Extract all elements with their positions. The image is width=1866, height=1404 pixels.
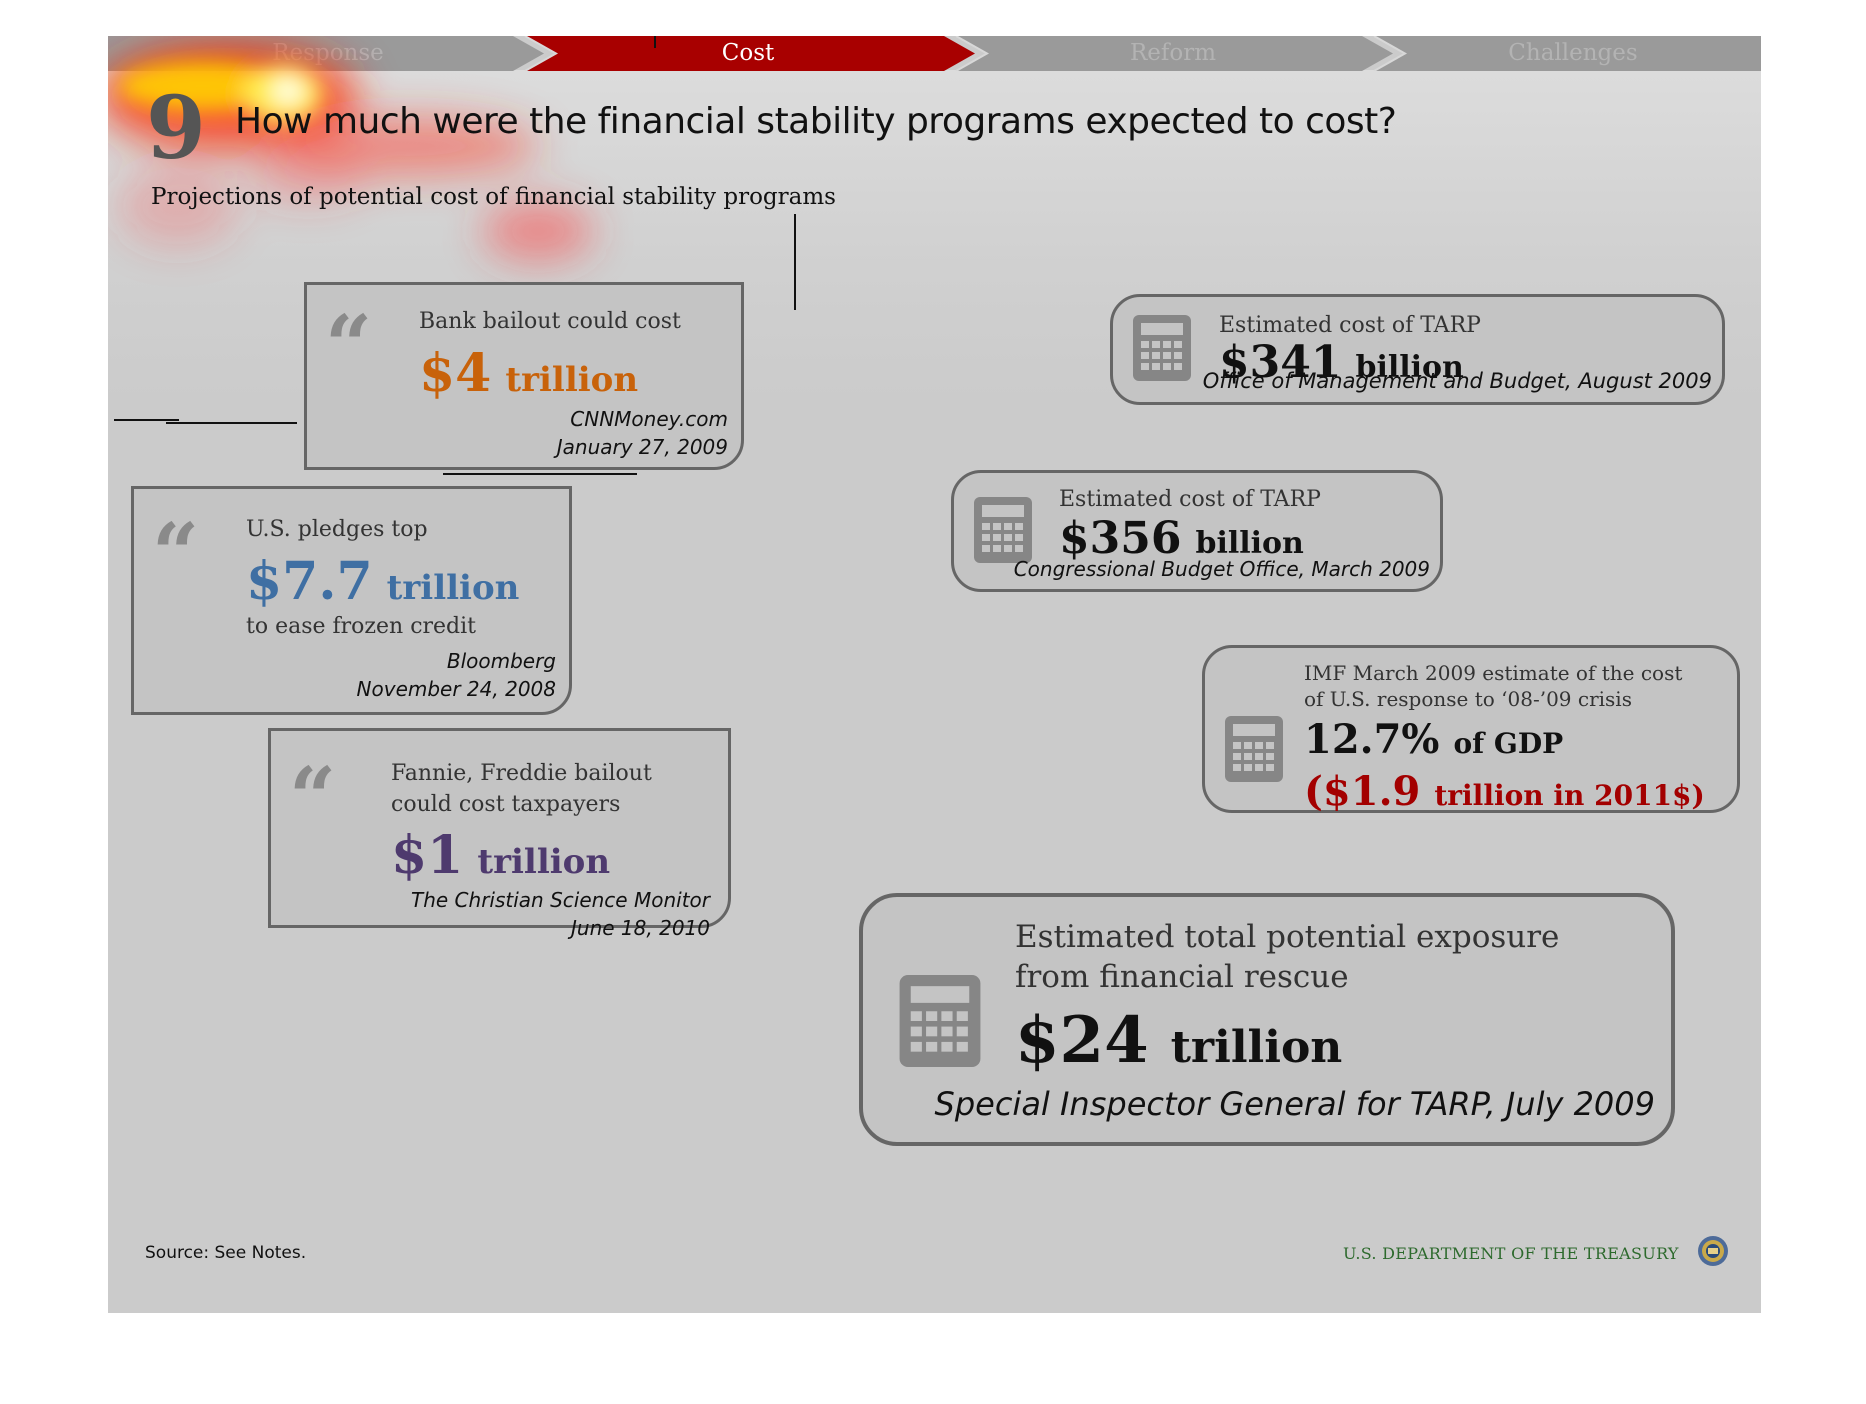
estimate-amount: $356 billion	[1059, 513, 1304, 564]
calculator-icon	[1225, 716, 1283, 782]
quote-amount: $7.7 trillion	[246, 551, 519, 612]
amount-value: $7.7	[246, 551, 373, 612]
estimate-source: Special Inspector General for TARP, July…	[934, 1085, 1655, 1123]
amount-unit: trillion	[386, 568, 520, 608]
divider-line	[794, 214, 796, 310]
nav-segment-reform	[956, 36, 1393, 71]
amount-unit: billion	[1195, 526, 1304, 561]
quote-label: Bank bailout could cost	[419, 309, 681, 334]
estimate-label: Estimated cost of TARP	[1059, 487, 1321, 512]
estimate-source: Office of Management and Budget, August …	[1202, 369, 1712, 393]
estimate-secondary-amount: ($1.9 trillion in 2011$)	[1304, 768, 1705, 815]
amount-value: $356	[1059, 513, 1182, 564]
nav-segment-cost	[525, 36, 975, 71]
quote-source: The Christian Science Monitor	[411, 888, 710, 912]
amount-unit: trillion	[1170, 1022, 1343, 1073]
quote-date: June 18, 2010	[571, 916, 710, 940]
amount-unit: trillion	[505, 360, 639, 400]
quote-trailing-text: to ease frozen credit	[246, 614, 477, 639]
quote-source: Bloomberg	[446, 649, 556, 673]
amount-unit: trillion in 2011$)	[1434, 779, 1705, 812]
estimate-amount: $341 billion	[1219, 337, 1464, 388]
quote-amount: $4 trillion	[419, 343, 638, 404]
calculator-icon	[1133, 315, 1191, 381]
amount-value: $1	[391, 825, 464, 886]
estimate-label: Estimated cost of TARP	[1219, 313, 1481, 338]
tab-cost[interactable]: Cost	[721, 40, 775, 66]
amount-value: $341	[1219, 337, 1342, 388]
quote-mark-icon: “	[289, 750, 337, 846]
tab-response[interactable]: Response	[272, 40, 384, 66]
quote-date: November 24, 2008	[356, 677, 556, 701]
quote-mark-icon: “	[325, 298, 373, 394]
quote-card-bloomberg: “ U.S. pledges top $7.7 trillion to ease …	[131, 486, 572, 715]
estimate-card-imf: IMF March 2009 estimate of the cost of U…	[1202, 645, 1740, 815]
quote-amount: $1 trillion	[391, 825, 610, 886]
quote-mark-icon: “	[152, 506, 200, 602]
quote-card-csmonitor: “ Fannie, Freddie bailout could cost tax…	[268, 728, 731, 940]
divider-line	[166, 422, 297, 424]
slide: Response Cost Reform Challenges 9 How mu…	[108, 36, 1761, 1313]
divider-line	[114, 419, 179, 421]
question-number: 9	[146, 78, 206, 179]
amount-unit: billion	[1355, 350, 1464, 385]
section-nav: Response Cost Reform Challenges	[108, 36, 1761, 71]
estimate-card-cbo: Estimated cost of TARP $356 billion Congr…	[951, 470, 1443, 592]
estimate-label: Estimated total potential exposure	[1015, 919, 1560, 955]
treasury-seal-icon	[1698, 1236, 1728, 1266]
amount-unit: trillion	[477, 842, 611, 882]
quote-card-cnn: “ Bank bailout could cost $4 trillion CNN…	[304, 282, 744, 470]
estimate-source: Congressional Budget Office, March 2009	[1013, 557, 1430, 581]
nav-segment-challenges	[1374, 36, 1761, 71]
question-title: How much were the financial stability pr…	[235, 101, 1397, 142]
quote-date: January 27, 2009	[556, 435, 728, 459]
tab-reform[interactable]: Reform	[1129, 40, 1217, 66]
estimate-label: of U.S. response to ‘08-’09 crisis	[1304, 687, 1632, 711]
estimate-card-sigtarp: Estimated total potential exposure from …	[859, 893, 1675, 1146]
quote-label: Fannie, Freddie bailout	[391, 761, 652, 786]
calculator-icon	[974, 497, 1032, 563]
calculator-icon	[899, 975, 981, 1067]
estimate-label: IMF March 2009 estimate of the cost	[1304, 661, 1683, 685]
amount-value: $4	[419, 343, 492, 404]
amount-value: 12.7%	[1304, 716, 1440, 763]
tab-challenges[interactable]: Challenges	[1508, 40, 1638, 66]
chart-subtitle: Projections of potential cost of financi…	[151, 184, 836, 210]
quote-source: CNNMoney.com	[570, 407, 728, 431]
quote-label: could cost taxpayers	[391, 792, 621, 817]
estimate-card-omb: Estimated cost of TARP $341 billion Offic…	[1110, 294, 1725, 405]
source-note: Source: See Notes.	[145, 1243, 307, 1263]
amount-value: ($1.9	[1304, 768, 1421, 815]
estimate-label: from financial rescue	[1015, 959, 1349, 995]
divider-line	[443, 473, 637, 475]
quote-label: U.S. pledges top	[246, 517, 428, 542]
estimate-amount: 12.7% of GDP	[1304, 716, 1563, 763]
amount-unit: of GDP	[1453, 727, 1564, 760]
amount-value: $24	[1015, 1003, 1149, 1078]
estimate-amount: $24 trillion	[1015, 1003, 1342, 1078]
agency-name: U.S. DEPARTMENT OF THE TREASURY	[1343, 1244, 1679, 1263]
nav-marker	[654, 36, 656, 48]
